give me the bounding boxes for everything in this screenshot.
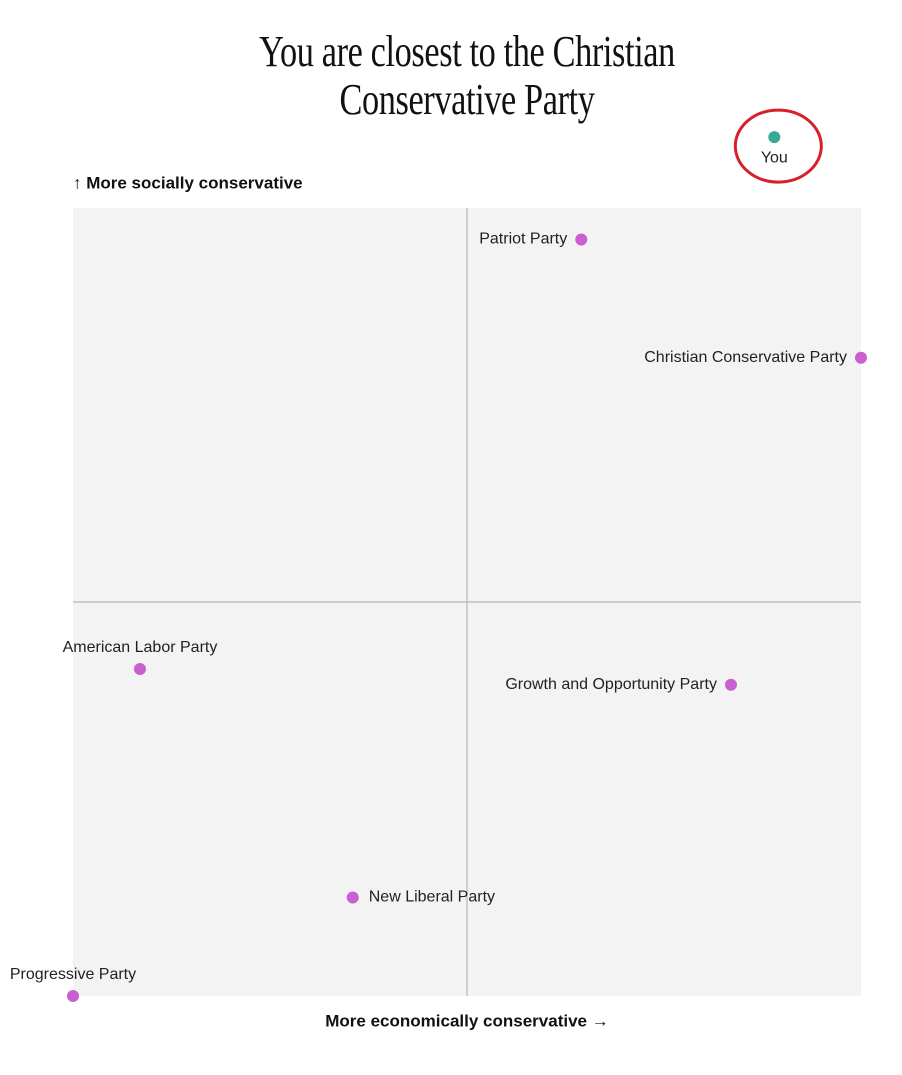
highlight-circle [733,108,823,184]
point-label: Patriot Party [479,231,567,248]
point-label: Growth and Opportunity Party [505,676,717,693]
point-label: American Labor Party [63,639,218,656]
point-label: You [761,149,788,166]
point-label: New Liberal Party [369,889,495,906]
point [855,351,867,364]
point [67,990,79,1002]
point-label: Christian Conservative Party [644,349,847,366]
point [724,678,737,691]
point-label: Progressive Party [10,966,136,983]
chart-title: You are closest to the Christian Conserv… [259,27,675,124]
point [768,131,781,144]
point [346,891,359,904]
point [575,233,588,246]
point [133,662,146,675]
x-axis-label: More economically conservative → [325,1011,608,1030]
y-axis-label: ↑ More socially conservative [73,173,303,192]
